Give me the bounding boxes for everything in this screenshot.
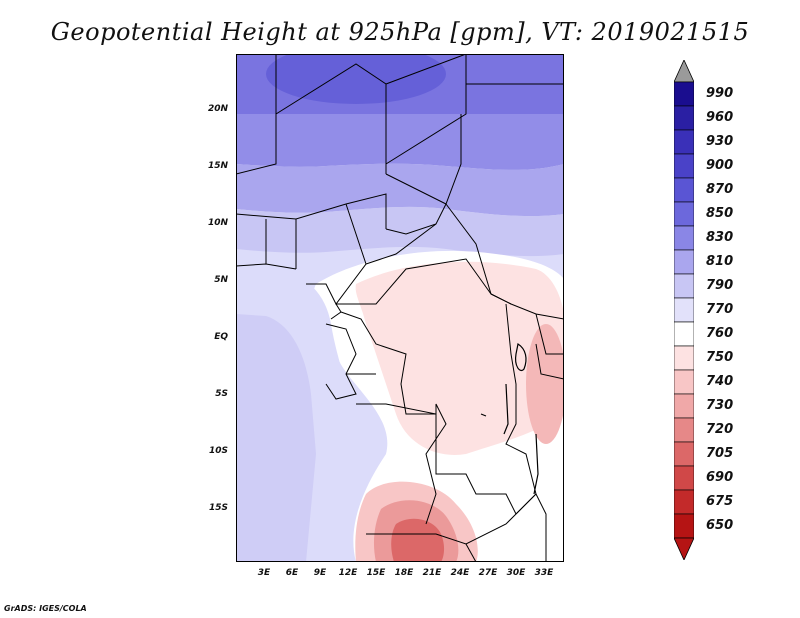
x-tick-18e: 18E [394, 568, 414, 578]
lakes [480, 343, 539, 495]
border-22 [535, 343, 565, 380]
border-6 [385, 114, 462, 205]
colorbar-swatch [674, 297, 694, 323]
colorbar-bottom-cap [674, 537, 694, 560]
colorbar-level-label: 770 [706, 302, 734, 317]
border-25 [465, 543, 477, 563]
x-tick-21e: 21E [422, 568, 442, 578]
colorbar-swatch [674, 153, 694, 179]
border-12 [365, 223, 437, 265]
lake-victoria [515, 343, 527, 372]
x-tick-27e: 27E [478, 568, 498, 578]
field-south-core [391, 518, 445, 562]
x-tick-30e: 30E [506, 568, 526, 578]
x-tick-6e: 6E [285, 568, 299, 578]
colorbar-level-label: 790 [706, 278, 734, 293]
colorbar-swatch [674, 513, 694, 539]
colorbar-swatch [674, 369, 694, 395]
colorbar-swatch [674, 105, 694, 131]
colorbar-level-label: 690 [706, 470, 734, 485]
colorbar-level-label: 930 [706, 134, 734, 149]
y-tick-10s: 10S [208, 446, 228, 456]
colorbar-level-label: 990 [706, 86, 734, 101]
colorbar-level-label: 675 [706, 494, 734, 509]
country-borders [235, 53, 565, 563]
colorbar-level-label: 810 [706, 254, 734, 269]
field-central-pink [355, 261, 564, 455]
colorbar-level-label: 830 [706, 230, 734, 245]
x-tick-15e: 15E [366, 568, 386, 578]
field-band-north-2 [236, 114, 564, 170]
y-tick-5n: 5N [214, 275, 228, 285]
border-19 [490, 293, 565, 320]
colorbar-level-label: 870 [706, 182, 734, 197]
x-tick-12e: 12E [338, 568, 358, 578]
colorbar-level-label: 850 [706, 206, 734, 221]
x-tick-33e: 33E [534, 568, 554, 578]
colorbar-swatch [674, 417, 694, 443]
x-tick-3e: 3E [257, 568, 271, 578]
colorbar-swatch [674, 273, 694, 299]
y-tick-20n: 20N [207, 104, 228, 114]
map-title: Geopotential Height at 925hPa [gpm], VT:… [50, 18, 750, 46]
border-2 [275, 63, 387, 174]
colorbar-level-label: 750 [706, 350, 734, 365]
colorbar-swatch [674, 249, 694, 275]
border-16 [340, 311, 447, 525]
field-band-north-4 [236, 206, 564, 257]
y-tick-15s: 15S [208, 503, 228, 513]
border-4 [385, 54, 467, 165]
colorbar-swatch [674, 321, 694, 347]
colorbar-swatch [674, 489, 694, 515]
border-8 [385, 203, 447, 235]
border-14 [336, 258, 492, 305]
map-frame [236, 54, 564, 562]
border-3 [385, 53, 467, 85]
colorbar-level-label: 740 [706, 374, 734, 389]
x-tick-24e: 24E [450, 568, 470, 578]
border-21 [535, 313, 564, 355]
colorbar-level-label: 650 [706, 518, 734, 533]
y-tick-eq: EQ [214, 332, 228, 342]
coast-west [235, 263, 297, 270]
colorbar-swatch [674, 345, 694, 371]
border-23 [356, 403, 517, 515]
colorbar-swatch [674, 177, 694, 203]
colorbar-level-label: 900 [706, 158, 734, 173]
lake-tanganyika [503, 383, 509, 435]
colorbar-level-label: 730 [706, 398, 734, 413]
colorbar-swatch [674, 441, 694, 467]
field-top-patch [266, 44, 446, 104]
colorbar-swatch [674, 393, 694, 419]
lake-malawi [533, 433, 539, 495]
border-1 [235, 54, 277, 175]
colorbar-level-label: 960 [706, 110, 734, 125]
border-20 [505, 303, 537, 515]
x-tick-9e: 9E [313, 568, 327, 578]
y-tick-5s: 5S [215, 389, 228, 399]
colorbar-level-label: 705 [706, 446, 734, 461]
colorbar-swatch [674, 201, 694, 227]
colorbar-swatch [674, 465, 694, 491]
y-tick-15n: 15N [207, 161, 228, 171]
credit-text: GrADS: IGES/COLA [4, 604, 87, 613]
lake-small [480, 413, 487, 417]
field-band-north-3 [236, 163, 564, 217]
colorbar-level-label: 720 [706, 422, 734, 437]
map-panel [235, 44, 566, 563]
colorbar-top-cap [674, 60, 694, 83]
geopotential-map [235, 44, 566, 563]
colorbar [674, 60, 694, 560]
border-26 [535, 493, 547, 562]
colorbar-swatch [674, 225, 694, 251]
y-tick-10n: 10N [207, 218, 228, 228]
colorbar-swatch [674, 129, 694, 155]
colorbar-swatch [674, 81, 694, 107]
field-atlantic-inner [236, 314, 316, 562]
colorbar-level-label: 760 [706, 326, 734, 341]
